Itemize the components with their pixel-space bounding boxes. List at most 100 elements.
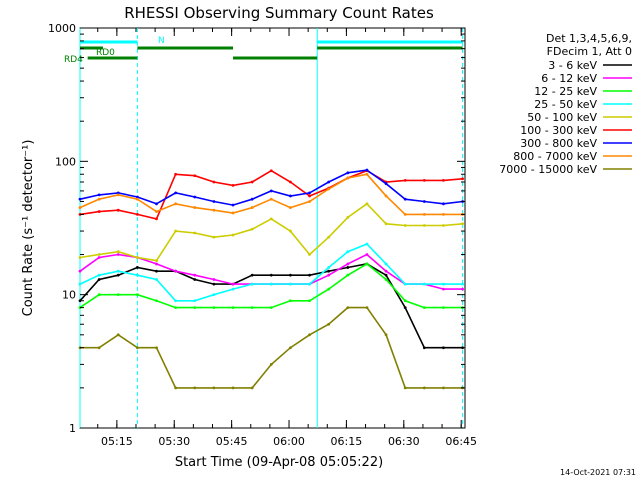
series-point-4-11 bbox=[289, 229, 292, 233]
series-point-3-9 bbox=[250, 282, 254, 286]
series-point-0-7 bbox=[212, 282, 216, 286]
series-point-2-18 bbox=[422, 306, 426, 309]
series-point-4-5 bbox=[174, 229, 178, 233]
series-point-8-8 bbox=[231, 386, 235, 390]
series-point-5-12 bbox=[308, 194, 311, 198]
series-point-0-13 bbox=[327, 269, 331, 273]
series-point-0-11 bbox=[289, 273, 292, 277]
series-point-5-18 bbox=[422, 178, 426, 182]
series-point-7-16 bbox=[384, 194, 388, 198]
series-point-7-17 bbox=[403, 212, 407, 216]
x-tick-label-2: 05:45 bbox=[216, 435, 248, 448]
series-point-3-14 bbox=[346, 250, 350, 254]
series-point-5-19 bbox=[442, 178, 445, 182]
legend-label-0: 3 - 6 keV bbox=[548, 59, 597, 72]
series-point-4-16 bbox=[384, 222, 388, 226]
series-point-8-13 bbox=[327, 322, 331, 326]
series-point-2-1 bbox=[97, 293, 101, 297]
series-point-0-10 bbox=[269, 273, 273, 277]
series-point-4-6 bbox=[193, 231, 197, 235]
series-point-3-0 bbox=[78, 282, 82, 286]
series-point-5-10 bbox=[269, 169, 273, 173]
series-point-7-19 bbox=[442, 212, 445, 216]
series-point-2-14 bbox=[346, 273, 350, 277]
series-point-3-5 bbox=[174, 299, 178, 303]
x-tick-label-5: 06:30 bbox=[388, 435, 420, 448]
y-tick-label-0: 1 bbox=[69, 422, 76, 435]
series-point-8-6 bbox=[193, 386, 197, 390]
series-point-5-8 bbox=[231, 183, 235, 187]
series-point-7-4 bbox=[155, 210, 158, 213]
series-point-8-3 bbox=[135, 346, 139, 350]
series-point-4-18 bbox=[422, 224, 426, 227]
series-point-2-4 bbox=[155, 299, 158, 303]
series-point-8-2 bbox=[116, 333, 120, 337]
series-point-4-12 bbox=[308, 253, 311, 256]
series-point-7-18 bbox=[422, 212, 426, 216]
series-point-3-13 bbox=[327, 266, 331, 269]
series-point-3-16 bbox=[384, 262, 388, 266]
timestamp: 14-Oct-2021 07:31 bbox=[560, 468, 636, 477]
series-point-5-3 bbox=[135, 212, 139, 216]
legend-label-1: 6 - 12 keV bbox=[541, 72, 597, 85]
series-point-4-7 bbox=[212, 235, 216, 239]
series-point-4-10 bbox=[269, 217, 273, 221]
series-point-5-17 bbox=[403, 178, 407, 182]
series-point-7-2 bbox=[116, 193, 120, 197]
series-point-8-10 bbox=[269, 362, 273, 366]
series-point-5-7 bbox=[212, 180, 216, 184]
series-point-3-19 bbox=[442, 282, 445, 286]
series-point-4-3 bbox=[135, 256, 139, 259]
series-point-7-1 bbox=[97, 197, 101, 201]
legend-label-8: 7000 - 15000 keV bbox=[499, 163, 597, 176]
series-point-6-6 bbox=[193, 195, 197, 199]
x-tick-label-1: 05:30 bbox=[158, 435, 190, 448]
series-point-2-7 bbox=[212, 306, 216, 309]
x-tick-label-4: 06:15 bbox=[331, 435, 363, 448]
legend-label-4: 50 - 100 keV bbox=[527, 111, 597, 124]
series-point-7-0 bbox=[78, 206, 82, 209]
series-point-0-12 bbox=[308, 273, 311, 277]
series-point-2-16 bbox=[384, 278, 388, 281]
series-point-8-11 bbox=[289, 346, 292, 350]
series-point-5-9 bbox=[250, 180, 254, 184]
series-point-7-15 bbox=[365, 172, 369, 176]
series-point-4-17 bbox=[403, 224, 407, 227]
series-point-4-0 bbox=[78, 256, 82, 259]
series-point-5-11 bbox=[289, 180, 292, 184]
y-tick-label-1: 10 bbox=[62, 289, 76, 302]
series-point-7-13 bbox=[327, 187, 331, 191]
series-point-2-17 bbox=[403, 299, 407, 303]
series-point-3-4 bbox=[155, 278, 158, 281]
series-point-3-20 bbox=[461, 282, 464, 286]
legend-label-5: 100 - 300 keV bbox=[520, 124, 597, 137]
series-point-3-15 bbox=[365, 242, 369, 246]
series-point-6-2 bbox=[116, 191, 120, 195]
series-point-1-20 bbox=[461, 287, 464, 291]
series-point-7-10 bbox=[269, 197, 273, 201]
series-point-0-16 bbox=[384, 273, 388, 277]
series-lines bbox=[78, 168, 464, 390]
series-point-4-4 bbox=[155, 259, 158, 263]
series-point-4-8 bbox=[231, 233, 235, 237]
series-point-0-14 bbox=[346, 266, 350, 269]
series-point-2-13 bbox=[327, 287, 331, 291]
series-point-8-7 bbox=[212, 386, 216, 390]
x-axis-label: Start Time (09-Apr-08 05:05:22) bbox=[175, 455, 383, 470]
series-point-3-10 bbox=[269, 282, 273, 286]
series-point-8-4 bbox=[155, 346, 158, 350]
series-point-1-4 bbox=[155, 262, 158, 266]
legend: Det 1,3,4,5,6,9, FDecim 1, Att 0 3 - 6 k… bbox=[499, 32, 632, 176]
series-point-3-7 bbox=[212, 293, 216, 297]
series-point-5-6 bbox=[193, 174, 197, 178]
series-point-1-15 bbox=[365, 253, 369, 256]
status-bar-label-rd4: RD4 bbox=[64, 55, 83, 65]
series-point-3-11 bbox=[289, 282, 292, 286]
series-point-7-9 bbox=[250, 206, 254, 209]
series-point-7-6 bbox=[193, 206, 197, 209]
series-point-6-1 bbox=[97, 193, 101, 197]
series-point-7-5 bbox=[174, 202, 178, 206]
series-point-6-17 bbox=[403, 197, 407, 201]
series-point-6-13 bbox=[327, 180, 331, 184]
